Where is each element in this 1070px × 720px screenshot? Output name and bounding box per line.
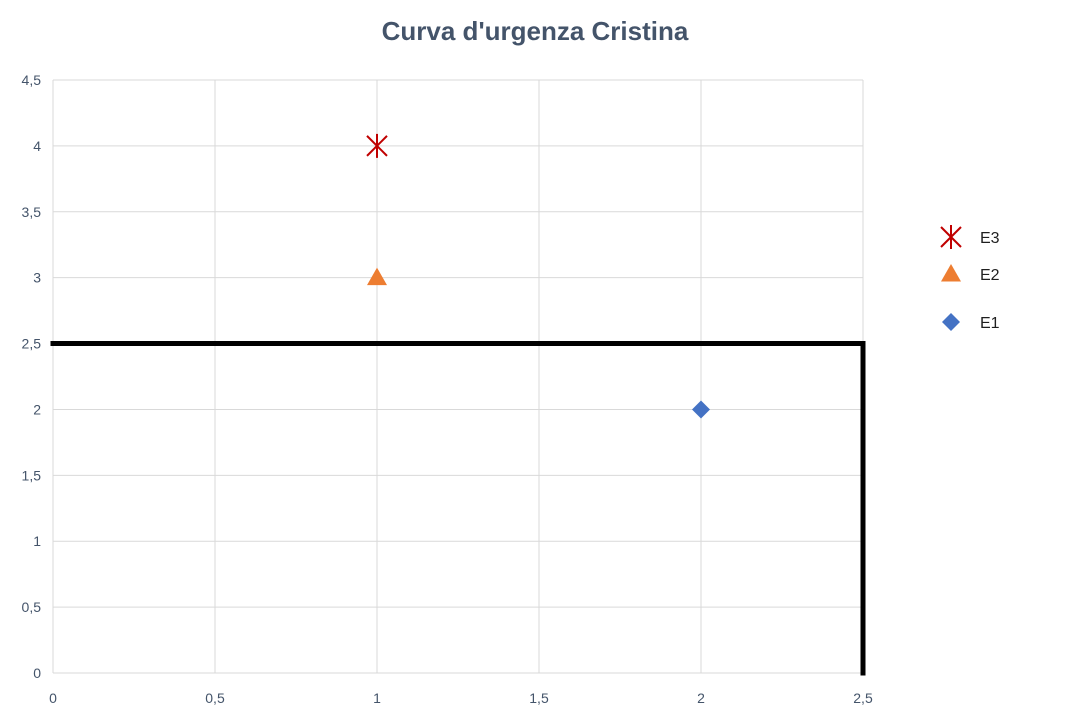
threshold-lines: [50, 341, 866, 676]
x-axis-ticks: 0 0,5 1 1,5 2 2,5: [49, 690, 873, 706]
legend-label: E1: [980, 315, 1000, 332]
data-point-e2: [367, 267, 387, 286]
x-tick-label: 0,5: [205, 690, 225, 706]
y-tick-label: 3,5: [22, 204, 42, 220]
grid: [52, 79, 864, 674]
legend-marker: [941, 264, 961, 282]
chart-title: Curva d'urgenza Cristina: [381, 16, 689, 46]
legend: E3 E2 E1: [940, 225, 1000, 332]
legend-item-e1: E1: [942, 313, 1000, 332]
legend-marker: [942, 313, 960, 331]
legend-label: E2: [980, 267, 1000, 284]
legend-label: E3: [980, 230, 1000, 247]
x-tick-label: 1,5: [529, 690, 549, 706]
y-tick-label: 2: [33, 401, 41, 417]
y-tick-label: 0,5: [22, 599, 42, 615]
y-tick-label: 0: [33, 665, 41, 681]
legend-item-e2: E2: [941, 264, 1000, 284]
y-tick-label: 4,5: [22, 72, 42, 88]
data-point-e3: [366, 133, 388, 158]
data-point-e1: [692, 400, 710, 419]
y-tick-label: 3: [33, 270, 41, 286]
legend-marker: [940, 225, 962, 249]
y-tick-label: 2,5: [22, 336, 42, 352]
x-tick-label: 1: [373, 690, 381, 706]
legend-item-e3: E3: [940, 225, 1000, 249]
x-tick-label: 0: [49, 690, 57, 706]
x-tick-label: 2,5: [853, 690, 873, 706]
x-tick-label: 2: [697, 690, 705, 706]
y-tick-label: 4: [33, 138, 41, 154]
data-points: [366, 133, 710, 419]
y-tick-label: 1: [33, 533, 41, 549]
y-axis-ticks: 0 0,5 1 1,5 2 2,5 3 3,5 4 4,5: [22, 72, 42, 681]
y-tick-label: 1,5: [22, 467, 42, 483]
